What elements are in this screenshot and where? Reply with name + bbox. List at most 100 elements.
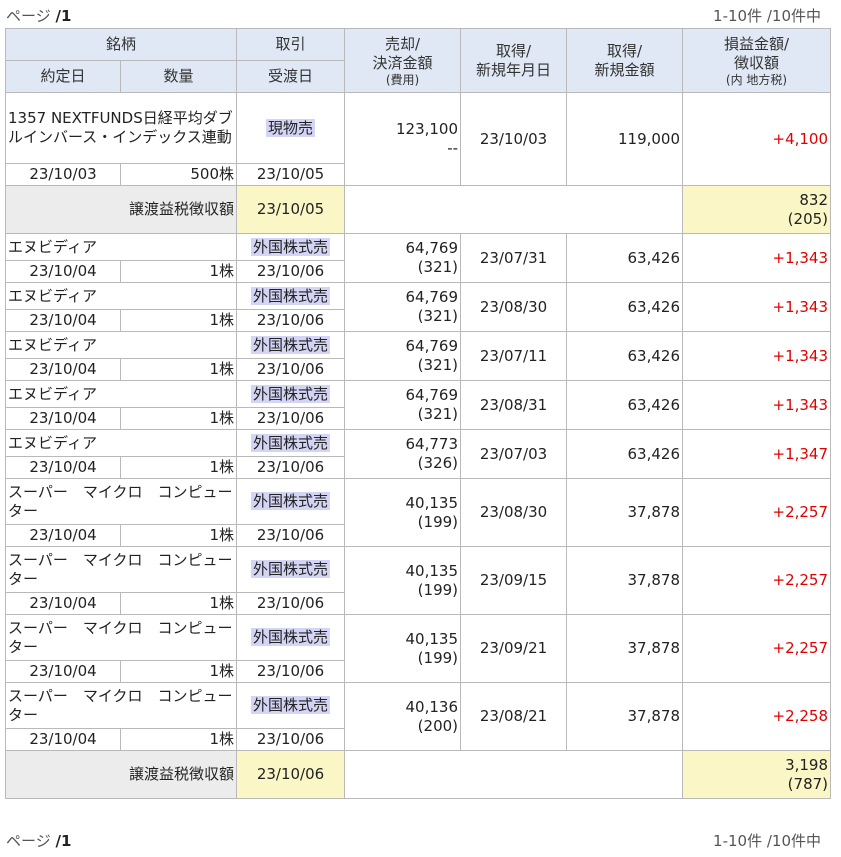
quantity: 1株	[119, 728, 238, 751]
profit-loss: +2,257	[682, 546, 832, 615]
page-number: /1	[55, 7, 72, 25]
quantity: 1株	[119, 660, 238, 683]
sale-amount: 40,135	[405, 561, 459, 580]
acquisition-date: 23/08/30	[460, 478, 568, 547]
trade-row: スーパー マイクロ コンピューター 外国株式売 40,135 (199) 23/…	[4, 614, 832, 683]
security-name[interactable]: スーパー マイクロ コンピューター	[4, 478, 238, 525]
trade-row: エヌビディア 外国株式売 64,769 (321) 23/07/31 63,42…	[4, 233, 832, 283]
trade-type-cell: 外国株式売	[236, 233, 346, 261]
acquisition-amount: 119,000	[566, 92, 684, 186]
settlement-date: 23/10/06	[236, 260, 346, 283]
trade-type: 外国株式売	[251, 286, 331, 305]
security-name[interactable]: スーパー マイクロ コンピューター	[4, 682, 238, 729]
settlement-date: 23/10/06	[236, 358, 346, 381]
acquisition-date: 23/09/21	[460, 614, 568, 683]
sale-amount: 40,135	[405, 493, 459, 512]
security-name[interactable]: エヌビディア	[4, 233, 238, 261]
trade-row: エヌビディア 外国株式売 64,769 (321) 23/08/31 63,42…	[4, 380, 832, 430]
quantity: 1株	[119, 407, 238, 430]
trade-row: エヌビディア 外国株式売 64,773 (326) 23/07/03 63,42…	[4, 429, 832, 479]
settlement-date: 23/10/06	[236, 592, 346, 615]
fee-amount: (321)	[417, 356, 459, 374]
trade-row-detail: 23/10/04 1株 23/10/06	[5, 524, 831, 547]
sale-amount: 64,769	[405, 386, 459, 404]
settlement-date: 23/10/05	[236, 163, 346, 186]
acquisition-amount: 37,878	[566, 478, 684, 547]
settlement-date: 23/10/06	[236, 456, 346, 479]
execution-date: 23/10/04	[5, 524, 121, 547]
security-name[interactable]: 1357 NEXTFUNDS日経平均ダブルインバース・インデックス連動	[4, 92, 238, 164]
settlement-date: 23/10/06	[236, 309, 346, 332]
security-name[interactable]: エヌビディア	[4, 429, 238, 457]
trade-row-detail: 23/10/04 1株 23/10/06	[5, 660, 831, 683]
result-range-bottom: 1-10件 /10件中	[713, 832, 821, 850]
trade-row: スーパー マイクロ コンピューター 外国株式売 40,136 (200) 23/…	[4, 682, 832, 751]
fee-amount: (199)	[417, 512, 459, 531]
profit-loss: +4,100	[682, 92, 832, 186]
trade-type: 外国株式売	[251, 335, 331, 354]
profit-loss: +1,347	[682, 429, 832, 479]
tax-summary-amount-cell: 832 (205)	[682, 185, 832, 234]
trade-row: スーパー マイクロ コンピューター 外国株式売 40,135 (199) 23/…	[4, 546, 832, 615]
sale-amount: 64,769	[405, 239, 459, 257]
page-indicator-bottom: ページ /1	[6, 830, 71, 851]
acquisition-amount: 63,426	[566, 282, 684, 332]
trade-row-detail: 23/10/04 1株 23/10/06	[5, 358, 831, 381]
sale-amount-cell: 40,135 (199)	[344, 478, 462, 547]
trade-type-cell: 現物売	[236, 92, 346, 164]
execution-date: 23/10/04	[5, 728, 121, 751]
header-acq-amount: 取得/ 新規金額	[566, 28, 684, 93]
acquisition-date: 23/08/30	[460, 282, 568, 332]
sale-amount-cell: 64,769 (321)	[344, 282, 462, 332]
trade-type: 外国株式売	[251, 492, 331, 510]
security-name[interactable]: エヌビディア	[4, 282, 238, 310]
trade-type-cell: 外国株式売	[236, 429, 346, 457]
header-tax-note: (内 地方税)	[725, 72, 788, 87]
settlement-date: 23/10/06	[236, 407, 346, 430]
tax-summary-blank	[344, 750, 684, 799]
execution-date: 23/10/04	[5, 592, 121, 615]
trade-row: スーパー マイクロ コンピューター 外国株式売 40,135 (199) 23/…	[4, 478, 832, 547]
local-tax-amount: (787)	[787, 774, 829, 793]
profit-loss: +2,258	[682, 682, 832, 751]
table-header: 銘柄 取引 売却/ 決済金額 (費用) 取得/ 新規年月日 取得/ 新規金額 損益…	[4, 28, 832, 93]
profit-loss: +2,257	[682, 478, 832, 547]
page-label-bottom: ページ	[6, 832, 51, 850]
fee-amount: (199)	[417, 648, 459, 667]
execution-date: 23/10/04	[5, 660, 121, 683]
trade-row-detail: 23/10/04 1株 23/10/06	[5, 456, 831, 479]
header-security: 銘柄	[4, 28, 238, 61]
trade-type: 外国株式売	[251, 384, 331, 403]
tax-summary-row: 譲渡益税徴収額 23/10/05 832 (205)	[4, 185, 832, 234]
header-exec-date: 約定日	[5, 60, 121, 93]
sale-amount: 64,769	[405, 288, 459, 306]
fee-amount: (200)	[417, 716, 459, 735]
fee-amount: (321)	[417, 307, 459, 325]
security-name[interactable]: スーパー マイクロ コンピューター	[4, 546, 238, 593]
trade-type-cell: 外国株式売	[236, 614, 346, 661]
profit-loss: +1,343	[682, 331, 832, 381]
execution-date: 23/10/03	[5, 163, 121, 186]
sale-amount-cell: 40,135 (199)	[344, 614, 462, 683]
header-trade: 取引	[236, 28, 346, 61]
page-label: ページ	[6, 7, 51, 25]
acquisition-date: 23/09/15	[460, 546, 568, 615]
trade-type: 現物売	[266, 118, 316, 137]
tax-summary-amount-cell: 3,198 (787)	[682, 750, 832, 799]
quantity: 1株	[119, 592, 238, 615]
header-sale-amount-label: 売却/ 決済金額	[372, 34, 433, 72]
quantity: 1株	[119, 524, 238, 547]
settlement-date: 23/10/06	[236, 728, 346, 751]
profit-loss: +1,343	[682, 380, 832, 430]
trade-row-detail: 23/10/04 1株 23/10/06	[5, 407, 831, 430]
trade-row: 1357 NEXTFUNDS日経平均ダブルインバース・インデックス連動 現物売 …	[4, 92, 832, 186]
header-quantity: 数量	[119, 60, 238, 93]
security-name[interactable]: エヌビディア	[4, 380, 238, 408]
acquisition-amount: 37,878	[566, 614, 684, 683]
header-settle-date: 受渡日	[236, 60, 346, 93]
sale-amount-cell: 40,135 (199)	[344, 546, 462, 615]
sale-amount: 123,100	[395, 120, 459, 138]
security-name[interactable]: エヌビディア	[4, 331, 238, 359]
settlement-date: 23/10/06	[236, 660, 346, 683]
security-name[interactable]: スーパー マイクロ コンピューター	[4, 614, 238, 661]
